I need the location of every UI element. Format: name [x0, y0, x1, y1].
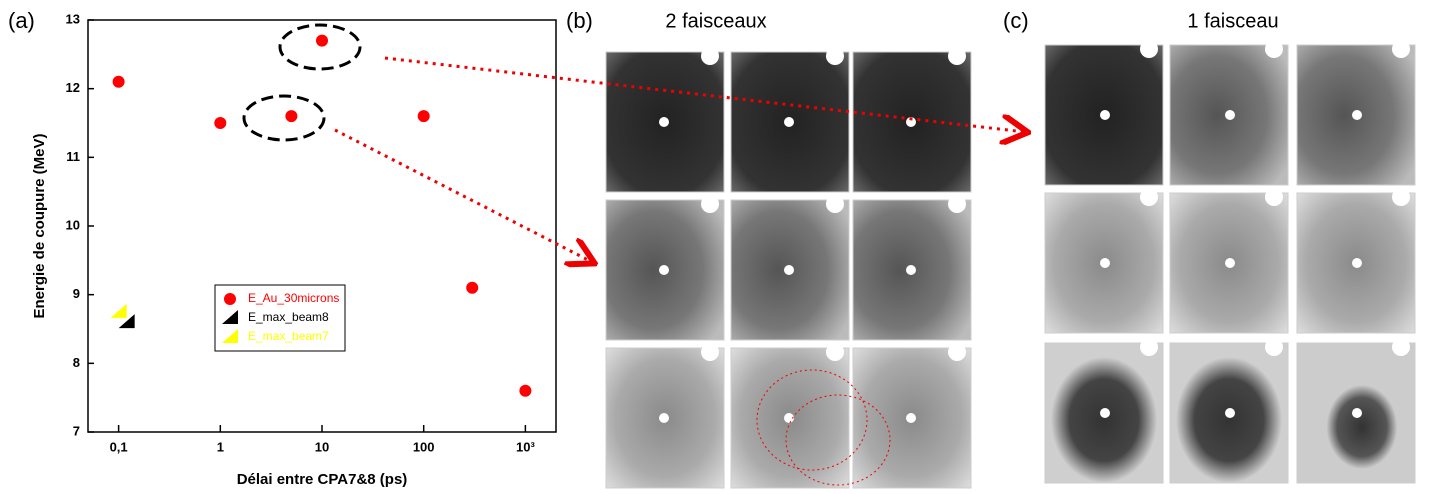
film-notch: [1265, 188, 1283, 206]
film-hole: [1352, 110, 1362, 120]
film-notch: [1392, 188, 1410, 206]
legend-label: E_max_beam8: [248, 310, 329, 324]
legend-marker: [222, 329, 238, 343]
y-tick-label: 8: [73, 355, 80, 370]
panel-label: (b): [566, 8, 593, 33]
y-tick-label: 12: [66, 80, 80, 95]
x-tick-label: 10: [315, 439, 329, 454]
film-notch: [701, 195, 719, 213]
film-hole: [1225, 408, 1235, 418]
film-notch: [1392, 338, 1410, 356]
x-tick-label: 0,1: [110, 439, 128, 454]
film-notch: [826, 195, 844, 213]
y-tick-label: 10: [66, 217, 80, 232]
panel-title: 2 faisceaux: [665, 10, 766, 32]
film-hole: [784, 117, 794, 127]
film-notch: [1140, 188, 1158, 206]
data-point: [110, 303, 127, 318]
x-tick-label: 100: [413, 439, 435, 454]
marked-circle: [785, 394, 891, 486]
x-tick-label: 1: [217, 439, 224, 454]
plot-frame: [87, 19, 557, 433]
panel-title: 1 faisceau: [1187, 10, 1278, 32]
film-notch: [1140, 40, 1158, 58]
arrow: [384, 56, 1025, 132]
film-hole: [1352, 258, 1362, 268]
film-notch: [948, 195, 966, 213]
film-hole: [784, 413, 794, 423]
photo-panels: [605, 40, 1416, 489]
highlight-ellipse: [278, 23, 362, 71]
arrow: [334, 128, 592, 262]
legend-label: E_max_beam7: [248, 329, 329, 343]
film-hole: [1100, 408, 1110, 418]
film-hole: [659, 117, 669, 127]
film-notch: [948, 343, 966, 361]
film-notch: [948, 47, 966, 65]
film-notch: [826, 343, 844, 361]
marked-circle: [756, 369, 868, 471]
film-hole: [906, 413, 916, 423]
data-point: [417, 110, 430, 123]
data-point: [519, 384, 532, 397]
highlight-ellipse: [242, 94, 326, 142]
y-axis-label: Energie de coupure (MeV): [31, 133, 48, 318]
film-hole: [1225, 258, 1235, 268]
film-notch: [1265, 40, 1283, 58]
film-notch: [701, 343, 719, 361]
x-tick-label: 10³: [516, 439, 535, 454]
y-tick-label: 11: [66, 149, 80, 164]
film-notch: [701, 47, 719, 65]
film-hole: [906, 265, 916, 275]
data-point: [285, 110, 298, 123]
panel-label: (c): [1003, 8, 1029, 33]
film-photo: [1044, 192, 1164, 334]
film-hole: [1100, 258, 1110, 268]
film-hole: [1225, 110, 1235, 120]
panel-label: (a): [8, 8, 35, 33]
film-notch: [1392, 40, 1410, 58]
y-tick-label: 9: [73, 286, 80, 301]
legend-marker: [222, 310, 238, 324]
legend-label: E_Au_30microns: [248, 291, 339, 305]
y-tick-label: 7: [73, 423, 80, 438]
data-point: [118, 314, 135, 329]
film-notch: [1265, 338, 1283, 356]
film-hole: [659, 265, 669, 275]
film-hole: [1352, 408, 1362, 418]
film-hole: [784, 265, 794, 275]
x-axis-label: Délai entre CPA7&8 (ps): [237, 471, 408, 488]
film-notch: [826, 47, 844, 65]
data-point: [214, 117, 227, 129]
film-notch: [1140, 338, 1158, 356]
y-tick-label: 13: [66, 11, 80, 26]
data-point: [466, 281, 479, 294]
legend-marker: [224, 293, 236, 305]
film-hole: [906, 117, 916, 127]
film-hole: [1100, 110, 1110, 120]
data-point: [112, 75, 125, 88]
film-hole: [659, 413, 669, 423]
data-point: [316, 34, 328, 47]
